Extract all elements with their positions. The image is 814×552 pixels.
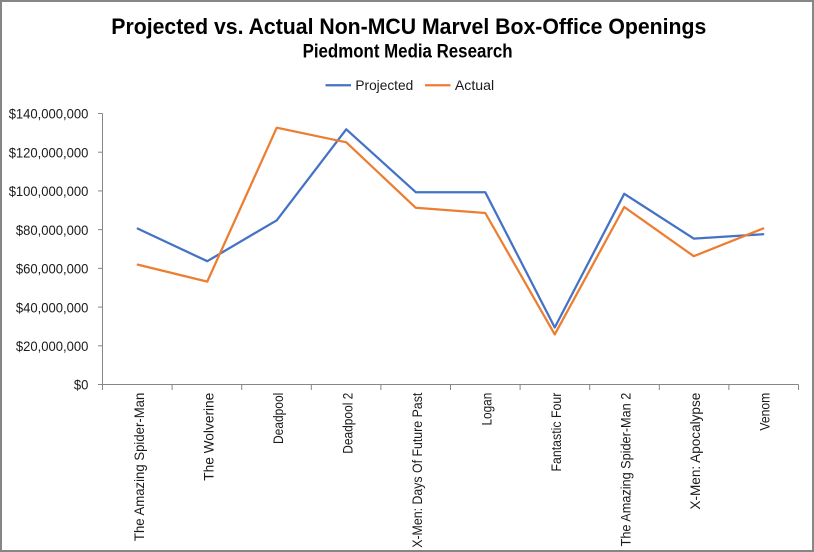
svg-text:The Wolverine: The Wolverine	[201, 393, 216, 481]
svg-text:Fantastic Four: Fantastic Four	[549, 392, 564, 471]
svg-text:Piedmont Media Research: Piedmont Media Research	[303, 42, 513, 63]
svg-text:X-Men: Days Of Future Past: X-Men: Days Of Future Past	[410, 392, 425, 547]
svg-text:$40,000,000: $40,000,000	[16, 299, 89, 315]
svg-text:Deadpool: Deadpool	[271, 393, 286, 444]
svg-text:Actual: Actual	[455, 78, 494, 93]
svg-text:The Amazing Spider-Man 2: The Amazing Spider-Man 2	[618, 393, 633, 547]
svg-text:$80,000,000: $80,000,000	[16, 222, 89, 238]
svg-text:Logan: Logan	[479, 393, 494, 426]
svg-text:Venom: Venom	[757, 393, 772, 431]
svg-text:$120,000,000: $120,000,000	[9, 144, 89, 160]
svg-text:$100,000,000: $100,000,000	[9, 183, 89, 199]
svg-text:X-Men: Apocalypse: X-Men: Apocalypse	[688, 393, 703, 510]
svg-text:Projected vs. Actual Non-MCU M: Projected vs. Actual Non-MCU Marvel Box-…	[111, 14, 706, 39]
svg-text:$0: $0	[74, 377, 89, 393]
svg-text:$20,000,000: $20,000,000	[16, 338, 89, 354]
svg-text:$140,000,000: $140,000,000	[9, 106, 89, 122]
svg-text:$60,000,000: $60,000,000	[16, 261, 89, 277]
svg-text:Deadpool 2: Deadpool 2	[340, 393, 355, 454]
svg-text:Projected: Projected	[355, 78, 413, 93]
svg-text:The Amazing Spider-Man: The Amazing Spider-Man	[132, 393, 147, 541]
